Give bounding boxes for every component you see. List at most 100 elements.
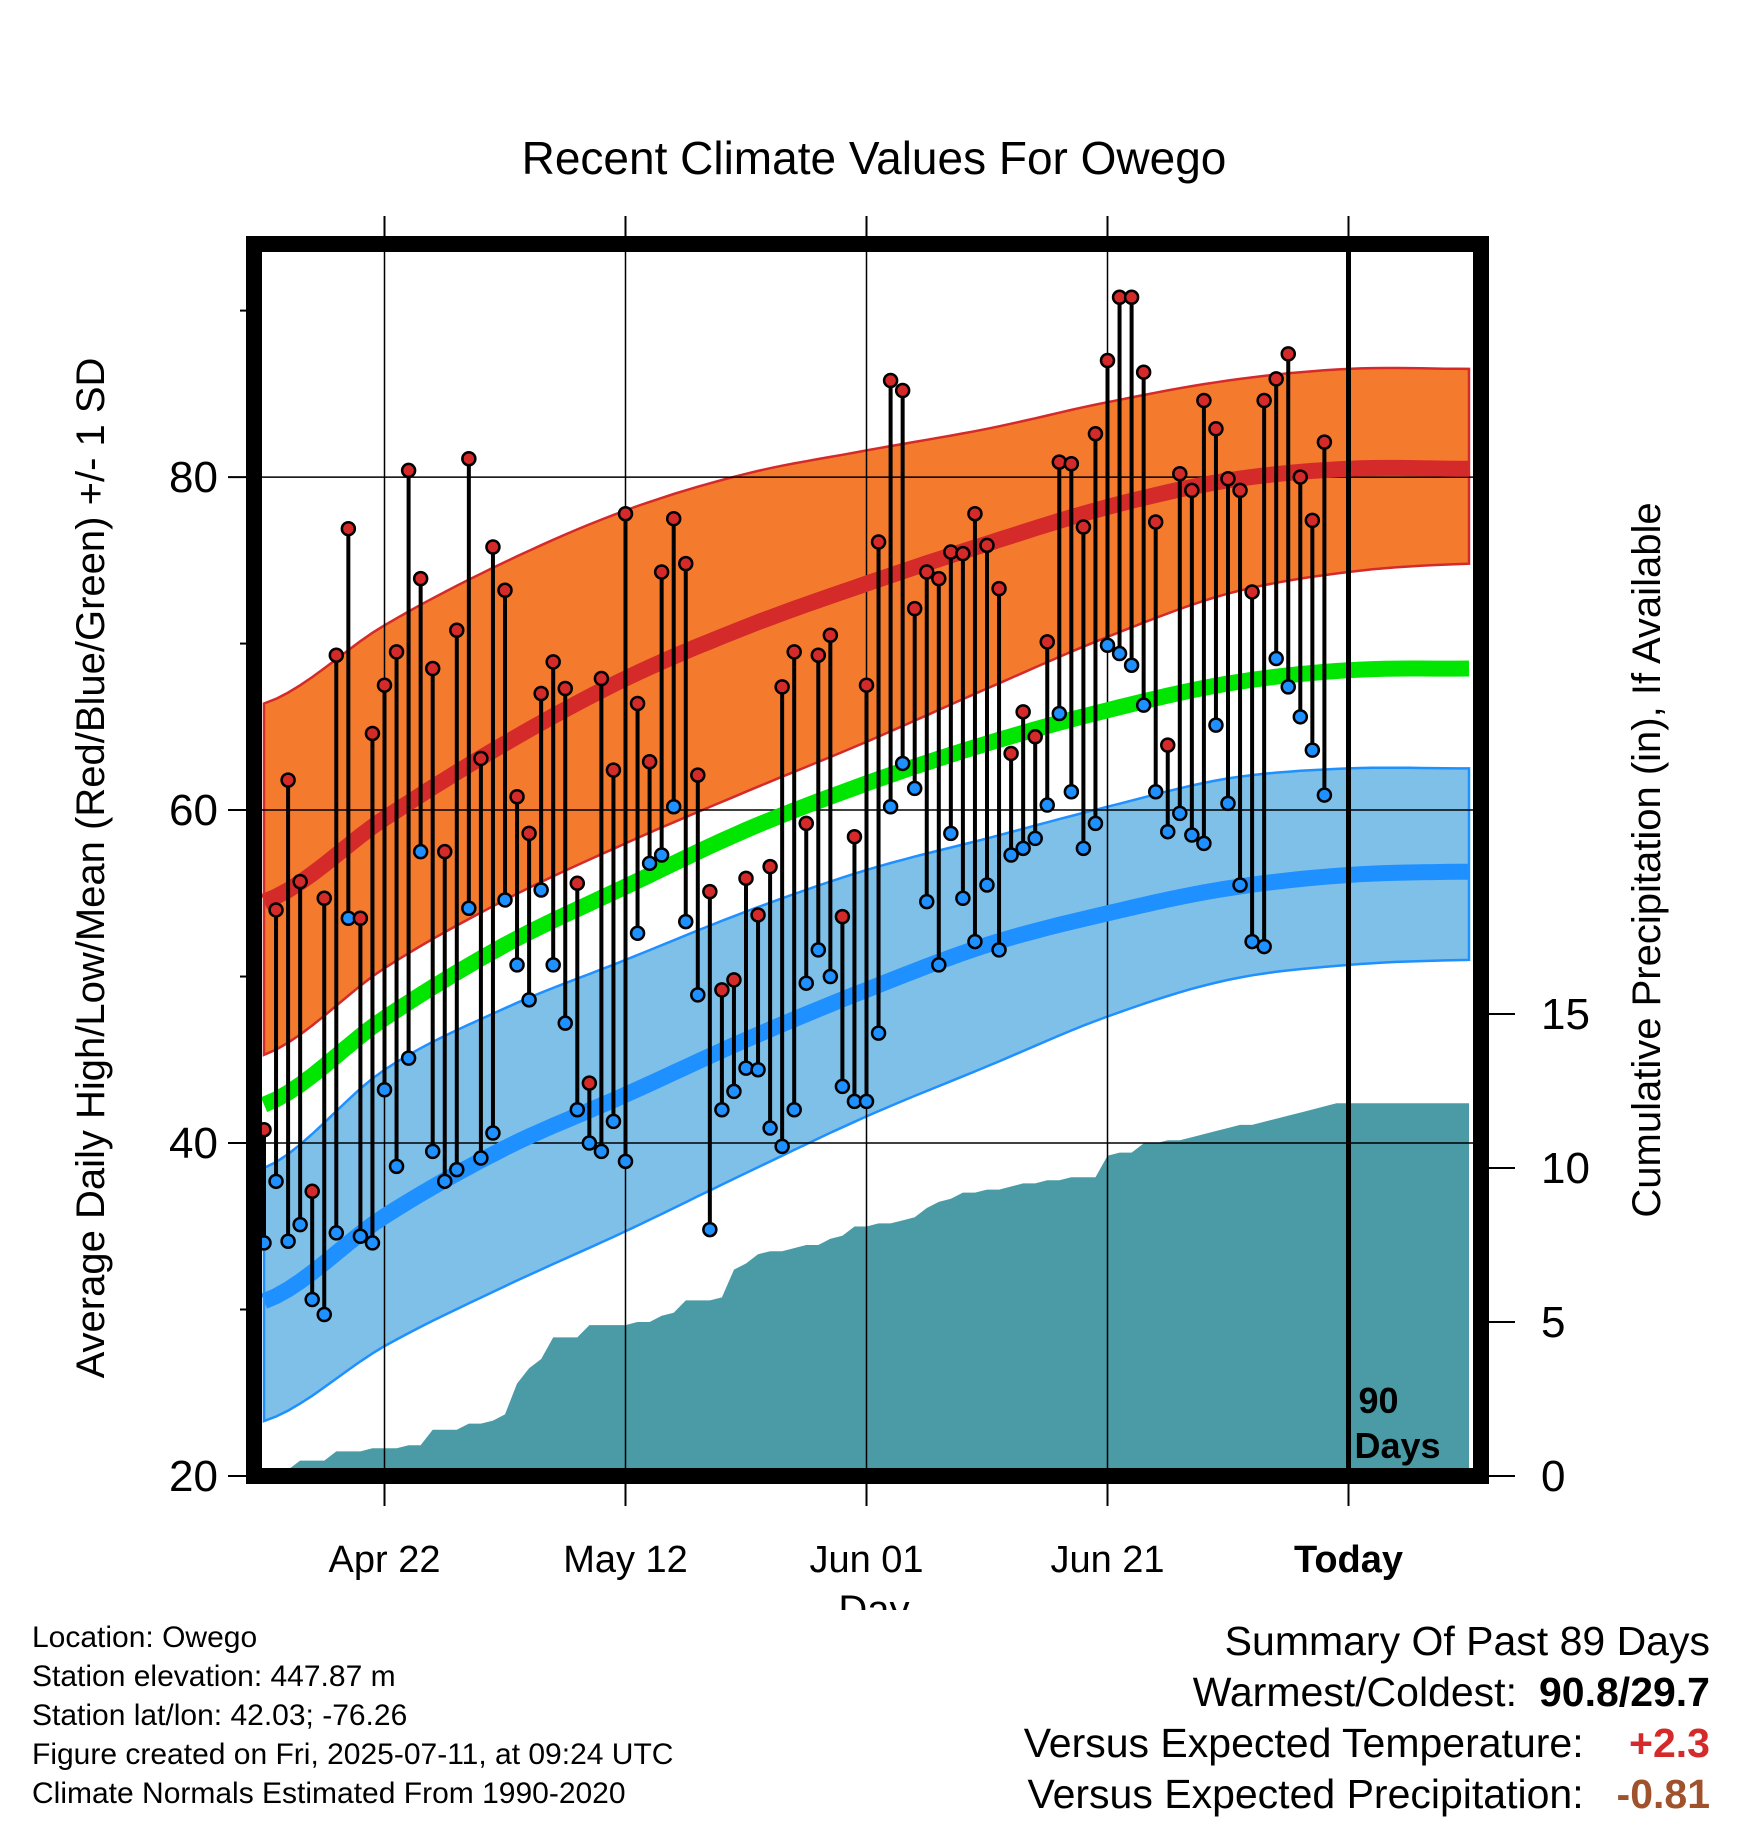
low-point — [605, 1113, 622, 1130]
low-point — [1316, 787, 1333, 803]
low-point — [328, 1225, 345, 1241]
low-point — [870, 1025, 887, 1041]
high-point — [1244, 584, 1260, 600]
high-point — [424, 660, 441, 677]
high-point — [485, 539, 501, 555]
low-point — [1027, 830, 1043, 847]
elevation-text: Station elevation: 447.87 m — [32, 1660, 396, 1693]
high-point — [1160, 737, 1176, 753]
low-point — [424, 1143, 441, 1160]
low-point — [1123, 657, 1140, 673]
y2-tick-label: 5 — [1541, 1298, 1565, 1347]
precip-anomaly-value: -0.81 — [1616, 1771, 1710, 1817]
low-point — [316, 1306, 332, 1323]
warmest-value: 90.8 — [1538, 1669, 1619, 1715]
high-point — [822, 627, 839, 643]
high-point — [786, 644, 802, 660]
high-point — [1268, 371, 1284, 387]
coldest-value: 29.7 — [1630, 1669, 1710, 1715]
high-point — [400, 462, 417, 479]
normals-text: Climate Normals Estimated From 1990-2020 — [32, 1777, 626, 1810]
precip-anomaly-row: Versus Expected Precipitation: -0.81 — [1024, 1769, 1711, 1820]
low-point — [545, 957, 561, 973]
low-point — [1304, 742, 1321, 758]
high-point — [497, 582, 513, 599]
low-point — [1196, 835, 1212, 852]
x-tick-label: Jun 01 — [809, 1539, 923, 1581]
high-point — [292, 873, 308, 890]
low-point — [931, 957, 947, 973]
high-point — [726, 972, 742, 988]
low-point — [678, 913, 694, 930]
low-point — [412, 843, 429, 860]
warm-cold-slash: / — [1618, 1669, 1631, 1715]
low-point — [1292, 709, 1309, 725]
low-point — [629, 925, 646, 942]
low-point — [1003, 847, 1019, 863]
low-point — [967, 933, 983, 950]
low-point — [581, 1135, 598, 1151]
high-point — [1123, 289, 1140, 306]
low-point — [1232, 877, 1248, 893]
low-point — [702, 1221, 718, 1238]
y2-tick-label: 0 — [1541, 1452, 1565, 1501]
low-point — [1063, 783, 1080, 800]
high-point — [352, 910, 369, 927]
low-point — [1039, 797, 1055, 813]
high-point — [1172, 466, 1188, 482]
low-point — [979, 877, 995, 893]
high-point — [1015, 704, 1031, 720]
high-point — [521, 825, 537, 842]
high-point — [906, 600, 923, 617]
low-point — [894, 755, 911, 772]
low-point — [714, 1101, 730, 1118]
high-point — [1027, 729, 1043, 745]
low-point — [1208, 717, 1224, 733]
high-point — [1099, 352, 1116, 369]
high-point — [340, 520, 357, 537]
high-point — [919, 564, 935, 580]
summary-panel: Summary Of Past 89 Days Warmest/Coldest:… — [1024, 1616, 1710, 1820]
low-point — [352, 1228, 369, 1245]
high-point — [533, 685, 549, 702]
low-point — [665, 798, 682, 815]
x-tick-label: Jun 21 — [1050, 1539, 1164, 1581]
low-point — [641, 855, 658, 872]
high-point — [1304, 512, 1321, 529]
y2-axis-label: Cumulative Precipitation (in), If Availa… — [1625, 502, 1669, 1217]
x-tick-label: May 12 — [563, 1539, 688, 1581]
low-point — [388, 1158, 405, 1175]
high-point — [1196, 392, 1212, 409]
high-point — [1184, 482, 1200, 499]
high-point — [774, 679, 790, 695]
high-normal-line — [260, 459, 1470, 909]
low-point — [906, 780, 923, 797]
y2-tick-label: 10 — [1541, 1144, 1590, 1193]
high-point — [376, 677, 393, 693]
high-point — [798, 815, 814, 832]
high-point — [449, 622, 465, 638]
low-point — [653, 847, 670, 863]
x-axis-label: Day — [838, 1588, 909, 1610]
y-tick-label: 60 — [169, 786, 218, 835]
low-point — [485, 1125, 501, 1141]
low-point — [750, 1062, 766, 1078]
high-point — [1087, 426, 1104, 442]
high-point — [834, 908, 851, 925]
high-point — [412, 570, 429, 587]
low-point — [955, 890, 971, 907]
x-tick-label: Apr 22 — [329, 1539, 441, 1581]
high-point — [569, 875, 586, 892]
low-point — [280, 1233, 296, 1250]
precip-anomaly-label: Versus Expected Precipitation: — [1027, 1771, 1584, 1817]
high-point — [1147, 514, 1164, 530]
high-point — [665, 510, 682, 527]
y-tick-label: 40 — [169, 1119, 218, 1168]
warmest-coldest-row: Warmest/Coldest: 90.8/29.7 — [1024, 1667, 1710, 1718]
high-point — [931, 570, 947, 587]
low-point — [1015, 840, 1031, 857]
low-point — [1280, 679, 1296, 695]
low-point — [762, 1120, 778, 1136]
